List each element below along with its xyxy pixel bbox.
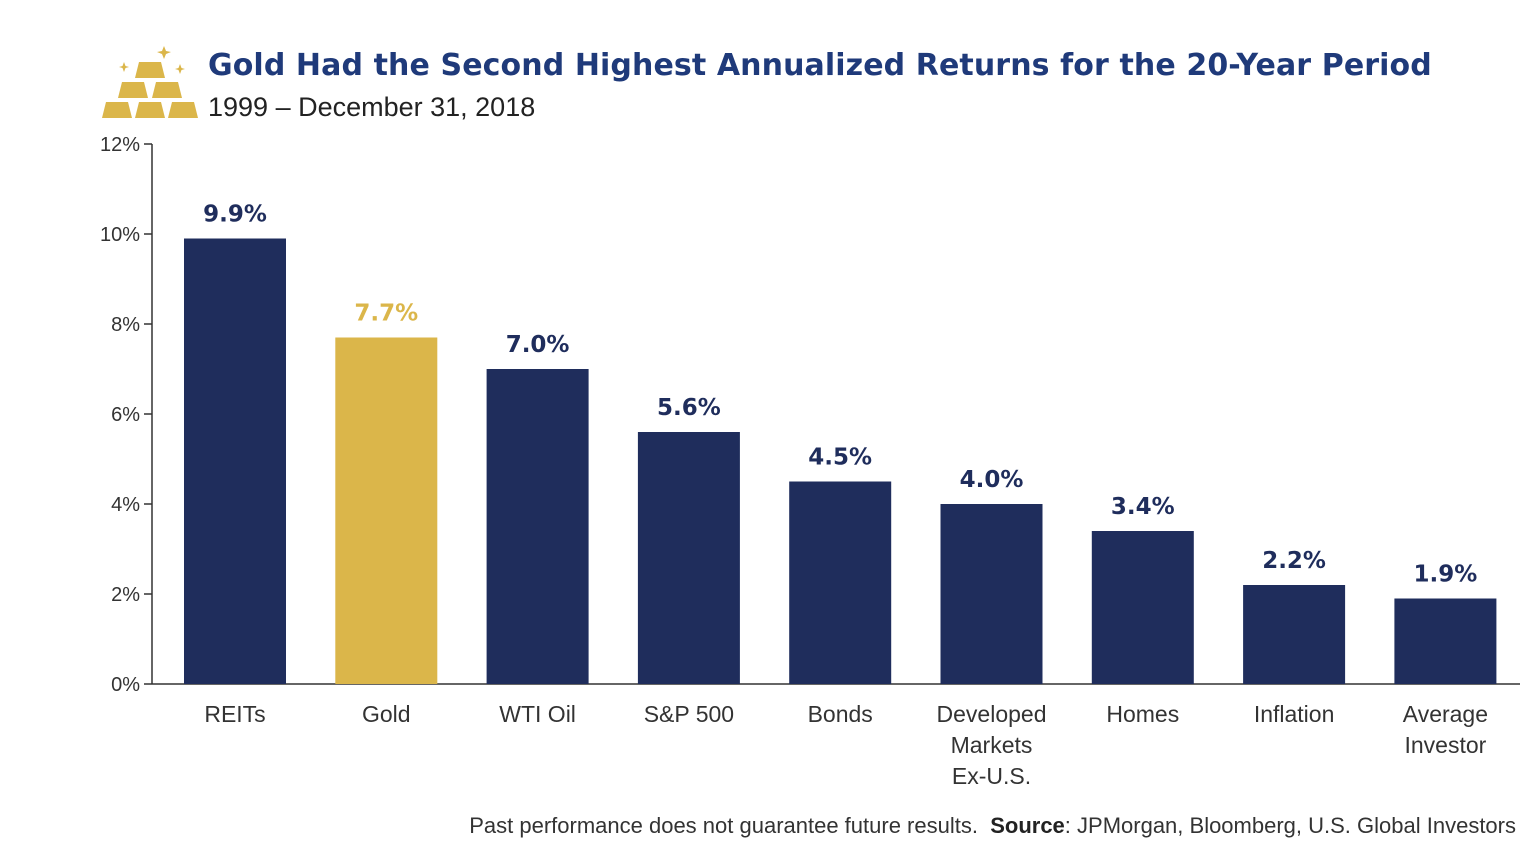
- x-tick-label-line: Ex-U.S.: [952, 763, 1031, 789]
- x-tick-label-line: Developed: [937, 701, 1047, 727]
- data-label: 5.6%: [657, 395, 721, 421]
- source-text: : JPMorgan, Bloomberg, U.S. Global Inves…: [1064, 813, 1516, 838]
- data-label: 7.7%: [354, 301, 418, 327]
- value-labels: 9.9% 7.7% 7.0% 5.6% 4.5% 4.0% 3.4% 2.2% 1.9%: [203, 202, 1477, 588]
- data-label: 7.0%: [506, 332, 570, 358]
- y-tick-label: 6%: [111, 404, 140, 426]
- bar: [335, 337, 438, 684]
- data-label: 1.9%: [1414, 562, 1478, 588]
- x-tick-label-line: S&P 500: [644, 701, 734, 727]
- bar: [486, 369, 589, 684]
- bar: [184, 238, 286, 684]
- bar: [637, 432, 740, 684]
- data-label: 2.2%: [1262, 548, 1326, 574]
- bar: [940, 504, 1043, 684]
- chart-title: Gold Had the Second Highest Annualized R…: [208, 48, 1432, 83]
- y-tick-label: 12%: [100, 134, 140, 156]
- x-tick-label-line: Markets: [951, 732, 1033, 758]
- y-tick-label: 4%: [111, 494, 140, 516]
- data-label: 3.4%: [1111, 494, 1175, 520]
- source-label: Source: [990, 813, 1065, 838]
- data-label: 9.9%: [203, 202, 267, 228]
- x-tick-label-line: Homes: [1106, 701, 1179, 727]
- x-tick-label: WTI Oil: [499, 701, 576, 727]
- y-tick-label: 10%: [100, 224, 140, 246]
- x-tick-label: S&P 500: [644, 701, 734, 727]
- x-tick-label-line: WTI Oil: [499, 701, 576, 727]
- bars: [184, 238, 1497, 684]
- y-tick-label: 0%: [111, 674, 140, 696]
- chart-subtitle: 1999 – December 31, 2018: [208, 92, 536, 122]
- bar: [1091, 531, 1194, 684]
- y-tick-label: 8%: [111, 314, 140, 336]
- data-label: 4.5%: [808, 445, 872, 471]
- gold-bars-icon: [102, 46, 198, 118]
- footnote: Past performance does not guarantee futu…: [469, 813, 1516, 839]
- x-tick-label: REITs: [204, 701, 265, 727]
- x-axis-labels: REITs Gold WTI Oil S&P 500 Bonds Developed Mar…: [204, 701, 1488, 789]
- x-tick-label-line: Bonds: [808, 701, 873, 727]
- x-tick-label-line: Gold: [362, 701, 411, 727]
- x-tick-label-line: Inflation: [1254, 701, 1335, 727]
- data-label: 4.0%: [960, 467, 1024, 493]
- x-tick-label: Average Investor: [1403, 701, 1488, 758]
- bar: [1243, 585, 1346, 684]
- x-tick-label: Bonds: [808, 701, 873, 727]
- bar: [1394, 598, 1497, 684]
- disclaimer-text: Past performance does not guarantee futu…: [469, 813, 978, 838]
- x-tick-label-line: Average: [1403, 701, 1488, 727]
- x-tick-label: Homes: [1106, 701, 1179, 727]
- x-tick-label-line: Investor: [1404, 732, 1486, 758]
- x-tick-label-line: REITs: [204, 701, 265, 727]
- y-tick-label: 2%: [111, 584, 140, 606]
- bar: [789, 481, 892, 684]
- x-tick-label: Gold: [362, 701, 411, 727]
- x-tick-label: Developed Markets Ex-U.S.: [937, 701, 1047, 789]
- x-tick-label: Inflation: [1254, 701, 1335, 727]
